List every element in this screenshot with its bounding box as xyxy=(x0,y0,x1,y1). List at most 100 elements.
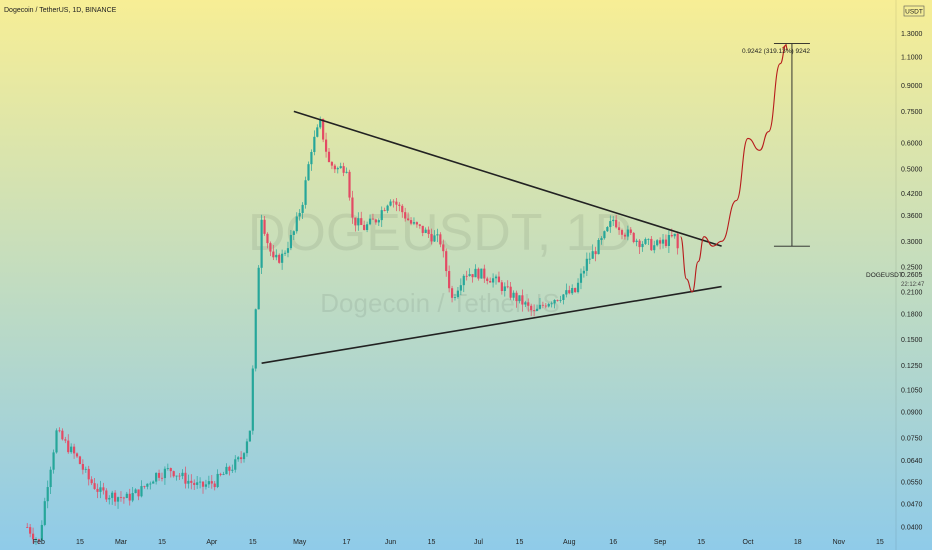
candle-body-167 xyxy=(515,292,518,302)
candle-body-21 xyxy=(87,468,90,480)
candle-body-153 xyxy=(474,268,477,278)
candle-body-18 xyxy=(78,456,82,465)
candle-body-95 xyxy=(304,180,307,205)
trendline-resistance[interactable] xyxy=(293,110,722,247)
candle-body-82 xyxy=(266,233,269,244)
candle-body-184 xyxy=(565,290,568,295)
candle-body-45 xyxy=(157,472,161,478)
candle-body-210 xyxy=(641,243,644,248)
candle-body-2 xyxy=(31,533,35,540)
price-tick-12: 0.1800 xyxy=(901,311,923,318)
candle-body-221 xyxy=(673,233,676,237)
candle-body-198 xyxy=(606,227,609,232)
candle-body-99 xyxy=(316,127,319,137)
candle-body-203 xyxy=(620,230,624,235)
candle-body-49 xyxy=(169,468,172,472)
candle-body-162 xyxy=(500,282,503,292)
candle-body-102 xyxy=(324,139,328,152)
candle-body-11 xyxy=(58,430,61,432)
candle-body-142 xyxy=(442,244,445,252)
candle-body-108 xyxy=(342,166,345,173)
candle-body-127 xyxy=(398,204,401,206)
price-tick-8: 0.3600 xyxy=(901,213,923,220)
candle-body-124 xyxy=(389,201,392,206)
candle-body-176 xyxy=(541,304,544,306)
currency-badge-box[interactable] xyxy=(903,5,925,17)
candle-body-87 xyxy=(281,253,284,263)
candle-body-139 xyxy=(433,235,436,242)
candle-body-134 xyxy=(418,224,421,226)
candle-body-196 xyxy=(600,238,603,241)
candle-body-48 xyxy=(166,468,169,469)
candle-body-86 xyxy=(278,254,281,263)
candle-body-155 xyxy=(480,268,483,279)
candle-body-169 xyxy=(521,295,524,305)
candle-body-104 xyxy=(330,162,334,166)
time-tick-13: 16 xyxy=(609,539,617,546)
candle-body-39 xyxy=(140,486,143,497)
last-price-label: 0.2605 xyxy=(901,272,923,279)
candle-body-122 xyxy=(383,210,386,211)
trendline-support[interactable] xyxy=(261,285,722,364)
candle-body-72 xyxy=(237,457,240,460)
candle-body-32 xyxy=(119,497,123,498)
time-tick-11: 15 xyxy=(516,539,524,546)
candle-body-121 xyxy=(380,210,383,221)
candle-body-206 xyxy=(629,229,632,233)
time-tick-14: Sep xyxy=(654,539,667,546)
candle-body-179 xyxy=(550,303,553,305)
candles-layer xyxy=(26,116,679,545)
candle-body-59 xyxy=(198,481,202,483)
candle-body-66 xyxy=(219,473,222,475)
candle-body-118 xyxy=(371,218,375,220)
candle-body-215 xyxy=(656,240,659,246)
candle-body-174 xyxy=(535,308,539,311)
candle-body-112 xyxy=(354,217,357,226)
candle-body-17 xyxy=(75,453,79,457)
time-tick-2: Mar xyxy=(115,539,128,546)
candle-body-16 xyxy=(72,446,76,454)
price-tick-7: 0.4200 xyxy=(901,191,923,198)
time-tick-6: May xyxy=(293,539,307,546)
candle-body-43 xyxy=(152,481,155,484)
time-axis[interactable]: Feb 15 Mar 15 Apr 15 May 17 Jun 15 Jul 15 Aug 16 Sep 15… xyxy=(33,539,884,546)
time-tick-19: 15 xyxy=(876,539,884,546)
candle-body-89 xyxy=(286,248,290,253)
candle-body-61 xyxy=(204,484,208,487)
candle-body-6 xyxy=(43,501,46,525)
candle-body-114 xyxy=(360,218,363,225)
candle-body-76 xyxy=(248,430,251,442)
candle-body-47 xyxy=(163,468,167,479)
candle-body-209 xyxy=(638,240,641,248)
candle-body-12 xyxy=(61,430,64,440)
candle-body-64 xyxy=(213,483,216,488)
candle-body-98 xyxy=(313,136,316,152)
candle-body-7 xyxy=(46,487,49,502)
candle-body-140 xyxy=(436,234,439,236)
currency-badge[interactable]: USDT xyxy=(905,9,923,16)
candle-body-175 xyxy=(538,304,542,309)
candle-body-158 xyxy=(489,280,492,283)
candle-body-207 xyxy=(632,232,635,243)
candle-body-213 xyxy=(650,238,653,251)
time-tick-5: 15 xyxy=(249,539,257,546)
candle-body-120 xyxy=(377,220,380,223)
candle-body-19 xyxy=(81,464,84,470)
candle-body-194 xyxy=(594,251,597,255)
candle-body-185 xyxy=(568,290,571,294)
candle-body-152 xyxy=(471,274,474,278)
price-tick-15: 0.1050 xyxy=(901,388,923,395)
candle-body-125 xyxy=(392,201,395,203)
candle-body-37 xyxy=(134,489,137,494)
price-tick-20: 0.0470 xyxy=(901,502,923,509)
candle-body-115 xyxy=(363,224,366,230)
price-axis[interactable]: 1.3000 1.1000 0.9000 0.7500 0.6000 0.5000 0.42… xyxy=(866,0,925,550)
forecast-path[interactable] xyxy=(680,44,787,293)
candle-body-144 xyxy=(448,271,451,289)
candle-body-163 xyxy=(503,286,506,292)
candle-body-110 xyxy=(348,171,351,198)
candle-body-190 xyxy=(582,270,586,274)
candle-body-53 xyxy=(181,472,184,477)
candle-body-73 xyxy=(240,457,243,460)
